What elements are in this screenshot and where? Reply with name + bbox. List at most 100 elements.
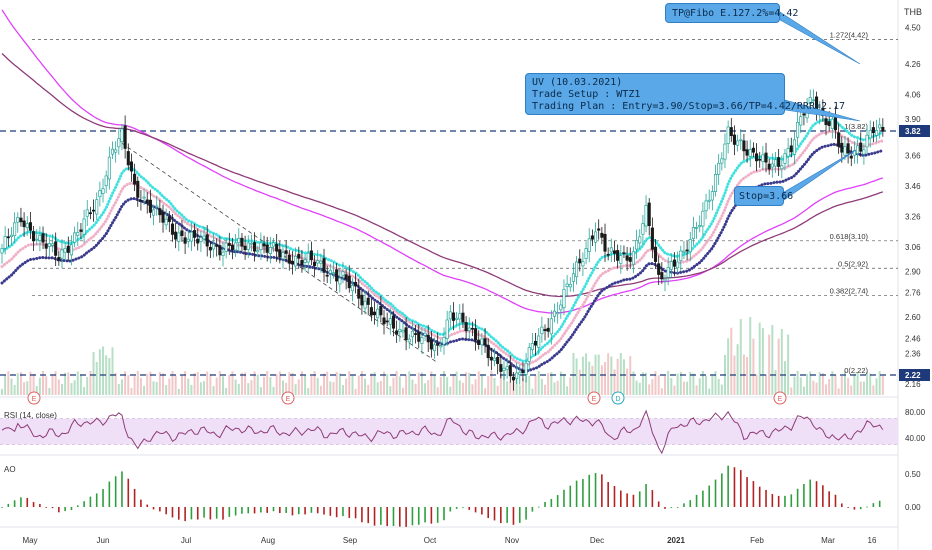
ao-bar [234, 507, 237, 516]
candle-body [28, 222, 32, 231]
currency-label: THB [904, 7, 922, 17]
volume-bar [379, 381, 382, 395]
candle-body [22, 220, 26, 228]
candle-body [717, 162, 721, 175]
candle-body [6, 236, 10, 239]
candle-body [193, 230, 197, 238]
volume-bar [521, 378, 524, 395]
ao-bar [209, 507, 212, 520]
ao-bar [613, 486, 616, 507]
candle-body [357, 288, 361, 299]
volume-bar [430, 371, 433, 395]
candle-body [483, 338, 487, 346]
candle-body [196, 238, 200, 244]
volume-bar [771, 325, 774, 395]
volume-bar [338, 373, 341, 395]
volume-bar [307, 388, 310, 395]
volume-bar [670, 378, 673, 395]
candle-body [729, 127, 733, 137]
volume-bar [843, 371, 846, 395]
candle-body [142, 196, 146, 199]
candle-body [669, 261, 673, 270]
candle-body [575, 261, 579, 278]
volume-bar [127, 374, 130, 395]
volume-bar [758, 322, 761, 395]
ao-bar [664, 507, 666, 509]
tp-callout[interactable]: TP@Fibo E.127.2%=4.42 [665, 3, 798, 23]
ao-bar [822, 485, 824, 507]
candle-body [619, 255, 623, 264]
ao-bar [746, 477, 748, 507]
stop-callout[interactable]: Stop=3.66 [734, 186, 793, 206]
ao-bar [152, 507, 155, 510]
ao-bar [7, 503, 10, 507]
volume-bar [682, 381, 685, 395]
ao-bar [531, 507, 534, 512]
candle-body [537, 335, 541, 348]
volume-bar [212, 386, 215, 395]
candle-body [376, 308, 380, 319]
volume-bar [550, 372, 553, 395]
volume-bar [651, 379, 654, 395]
ao-bar [790, 494, 793, 507]
volume-bar [373, 372, 376, 395]
ao-bar [102, 488, 104, 507]
ao-bar [481, 507, 483, 515]
volume-bar [739, 319, 742, 395]
ao-bar [834, 494, 837, 507]
ao-bar [525, 507, 527, 520]
candle-body [369, 307, 373, 316]
candle-body [335, 269, 339, 282]
ao-bar [620, 490, 622, 507]
volume-bar [853, 373, 856, 395]
plan-line-3: Trading Plan : Entry=3.90/Stop=3.66/TP=4… [532, 101, 846, 112]
candle-body [407, 338, 411, 343]
candle-body [259, 242, 263, 250]
volume-bar [405, 374, 408, 395]
candle-body [218, 245, 222, 256]
candle-body [120, 128, 124, 143]
volume-bar [648, 384, 651, 395]
candle-body [874, 130, 879, 136]
trade-plan-callout[interactable]: UV (10.03.2021) Trade Setup : WTZ1 Tradi… [525, 73, 846, 115]
volume-bar [360, 371, 363, 395]
ao-bar [165, 507, 167, 515]
candle-body [151, 209, 156, 216]
volume-bar [859, 381, 862, 395]
volume-bar [664, 376, 666, 395]
volume-bar [7, 371, 10, 395]
candle-body [505, 366, 509, 370]
band-cyan-line [0, 118, 885, 363]
volume-bar [446, 377, 449, 395]
volume-bar [244, 372, 247, 395]
volume-bar [812, 380, 815, 395]
volume-bar [266, 371, 269, 395]
volume-bar [761, 328, 764, 395]
price-tick-label: 2.36 [905, 350, 921, 359]
candle-body [221, 251, 225, 256]
volume-bar [424, 383, 427, 395]
volume-bar [806, 374, 809, 395]
volume-bar [136, 371, 139, 395]
candle-body [262, 243, 266, 247]
price-tick-label: 2.60 [905, 313, 921, 322]
candle-body [635, 240, 639, 250]
ao-bar [159, 507, 161, 512]
candle-body [341, 271, 345, 276]
volume-bar [825, 384, 828, 395]
ao-bar [670, 507, 673, 508]
candle-body [423, 332, 427, 336]
candle-body [549, 318, 553, 335]
volume-bar [506, 381, 509, 395]
ao-bar [380, 507, 382, 525]
volume-bar [866, 371, 869, 395]
candle-body [186, 238, 190, 242]
volume-bar [556, 380, 559, 395]
volume-bar [585, 353, 588, 395]
volume-bar [528, 375, 531, 395]
volume-bar [111, 347, 114, 395]
candle-body [682, 250, 686, 253]
ao-bar [777, 495, 780, 507]
price-tick-label: 3.46 [905, 182, 921, 191]
